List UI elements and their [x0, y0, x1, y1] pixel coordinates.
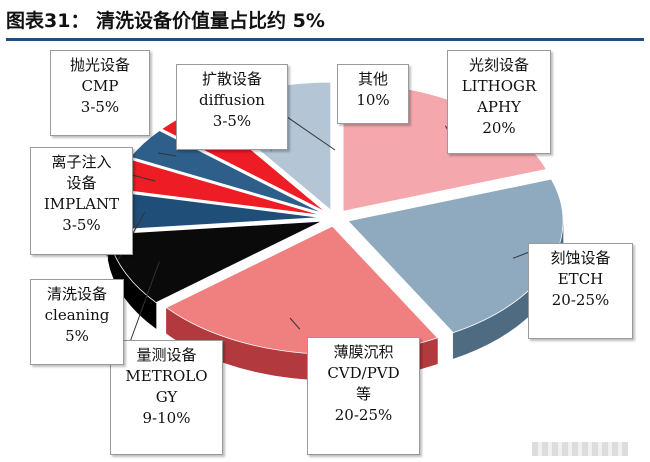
slice-label: 光刻设备 LITHOGR APHY 20%	[447, 50, 551, 154]
leader-line	[129, 261, 160, 343]
slice-label: 其他 10%	[337, 64, 409, 124]
slice-label-line: CMP	[81, 77, 119, 95]
slice-label-line: 其他	[357, 70, 388, 88]
slice-label-line: 20-25%	[551, 291, 610, 309]
slice-label-line: 刻蚀设备	[550, 249, 611, 267]
figure-title: 图表31： 清洗设备价值量占比约 5%	[6, 10, 325, 32]
slice-label-line: GY	[155, 388, 178, 406]
slice-label-line: 20-25%	[334, 406, 393, 424]
slice-label-line: cleaning	[44, 306, 110, 324]
slice-label-line: 3-5%	[62, 216, 101, 234]
slice-label: 抛光设备 CMP 3-5%	[50, 50, 150, 136]
slice-label-line: 9-10%	[142, 409, 191, 427]
title-rule	[6, 38, 644, 41]
slice-label: 离子注入设备 IMPLANT 3-5%	[30, 147, 133, 255]
slice-label-line: 3-5%	[212, 112, 252, 130]
slice-label-line: 抛光设备	[69, 56, 130, 74]
slice-label-line: diffusion	[199, 91, 265, 109]
slice-label-line: 薄膜沉积	[333, 343, 394, 361]
slice-label-line: 5%	[65, 327, 89, 345]
slice-label-line: LITHOGR	[461, 77, 537, 95]
slice-label-line: 离子注入	[51, 153, 112, 171]
slice-label: 刻蚀设备 ETCH 20-25%	[528, 243, 633, 339]
slice-label-line: 设备	[66, 174, 97, 192]
slice-label-line: ETCH	[557, 270, 604, 288]
leader-line	[157, 152, 176, 157]
slice-label-line: 扩散设备	[201, 70, 262, 88]
leader-line	[131, 174, 156, 182]
slice-label-line: 10%	[356, 91, 390, 109]
slice-label-line: CVD/PVD	[327, 364, 400, 382]
slice-label: 清洗设备 cleaning 5%	[30, 279, 124, 365]
slice-label-line: APHY	[477, 98, 521, 116]
slice-label-line: 光刻设备	[468, 56, 529, 74]
slice-label-line: 量测设备	[136, 346, 197, 364]
slice-label-line: 等	[355, 385, 371, 403]
leader-line	[289, 317, 301, 330]
slice-label-line: 3-5%	[80, 98, 120, 116]
slice-label-line: 20%	[482, 119, 516, 137]
slice-label: 量测设备 METROLO GY 9-10%	[110, 340, 223, 455]
slice-label-line: METROLO	[125, 367, 208, 385]
watermark	[532, 442, 628, 456]
slice-label-line: 清洗设备	[46, 285, 107, 303]
slice-label: 薄膜沉积 CVD/PVD 等 20-25%	[307, 337, 420, 455]
slice-label: 扩散设备 diffusion 3-5%	[176, 64, 288, 150]
slice-label-line: IMPLANT	[43, 195, 120, 213]
